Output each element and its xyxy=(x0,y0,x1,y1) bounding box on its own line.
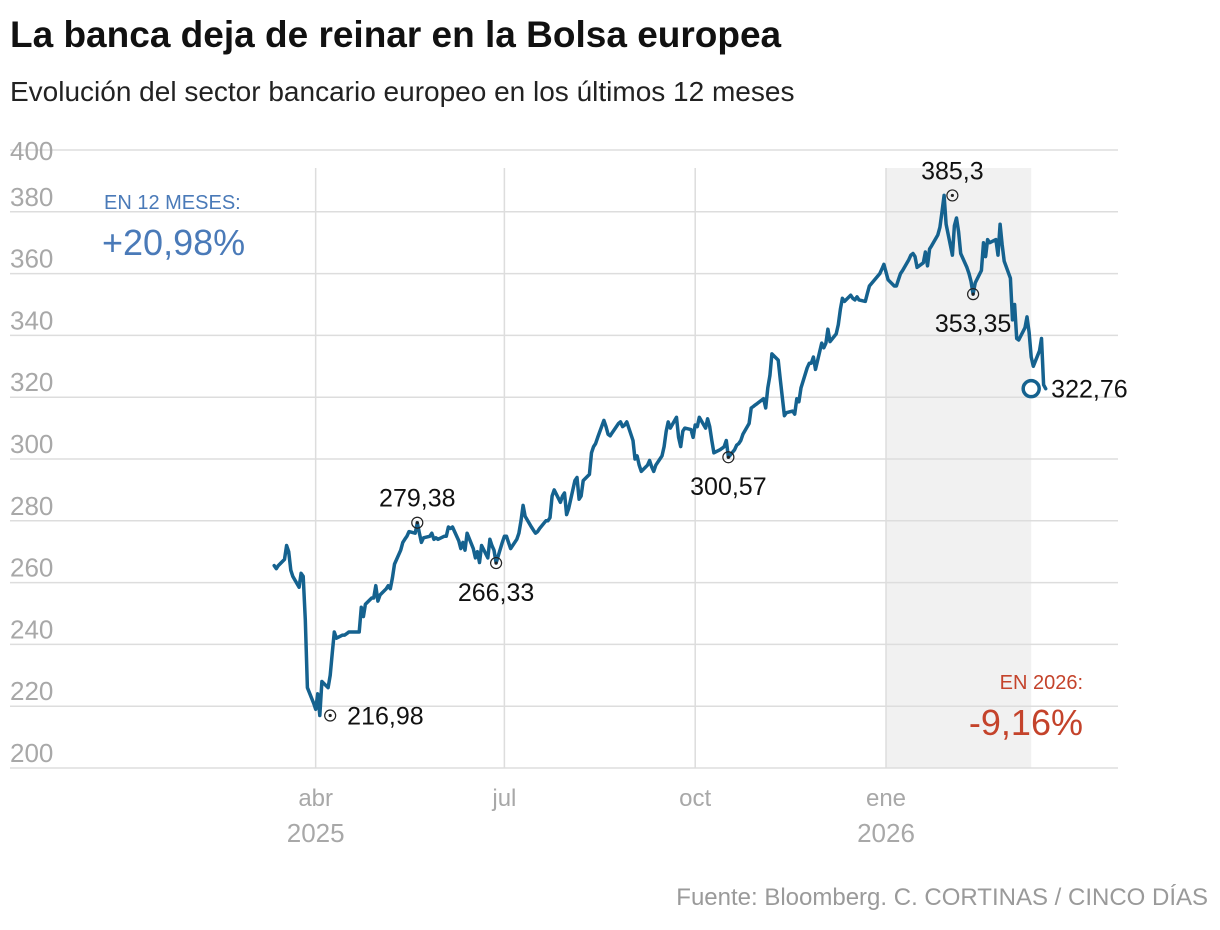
data-label: 279,38 xyxy=(379,485,455,513)
annotation-marker xyxy=(722,451,735,464)
y-tick-label: 320 xyxy=(10,367,53,397)
x-tick-year-label: 2025 xyxy=(287,818,345,848)
change-12-months-label: EN 12 MESES: xyxy=(104,192,241,214)
annotation-marker xyxy=(967,288,980,301)
y-tick-label: 280 xyxy=(10,491,53,521)
y-tick-label: 220 xyxy=(10,676,53,706)
y-tick-label: 400 xyxy=(10,136,53,166)
x-tick-label: oct xyxy=(679,785,711,812)
data-label: 216,98 xyxy=(347,703,423,731)
y-tick-label: 340 xyxy=(10,305,53,335)
y-tick-label: 200 xyxy=(10,738,53,768)
data-label: 353,35 xyxy=(935,310,1011,338)
data-label: 322,76 xyxy=(1051,376,1127,404)
annotation-marker-dot xyxy=(971,292,975,296)
y-tick-label: 360 xyxy=(10,244,53,274)
annotation-marker xyxy=(946,189,959,202)
x-tick-label: ene xyxy=(866,785,906,812)
annotation-marker-dot xyxy=(415,521,419,525)
change-12-months-value: +20,98% xyxy=(102,222,246,263)
annotation-marker-dot xyxy=(950,193,954,198)
x-tick-label: abr xyxy=(298,785,333,812)
endpoint-marker xyxy=(1021,378,1041,399)
data-label: 385,3 xyxy=(921,157,984,185)
chart-title: La banca deja de reinar en la Bolsa euro… xyxy=(10,14,782,55)
annotation-marker xyxy=(411,516,424,529)
annotation-marker xyxy=(324,709,337,722)
index-line xyxy=(272,193,1048,718)
y-tick-label: 240 xyxy=(10,614,53,644)
y-tick-label: 260 xyxy=(10,553,53,583)
change-2026-value: -9,16% xyxy=(968,702,1083,743)
change-2026-label: EN 2026: xyxy=(999,672,1083,694)
data-label: 300,57 xyxy=(690,473,766,501)
chart-subtitle: Evolución del sector bancario europeo en… xyxy=(10,76,795,107)
annotation-marker-dot xyxy=(328,713,332,718)
data-label: 266,33 xyxy=(458,579,534,607)
annotation-marker-dot xyxy=(494,561,498,565)
y-tick-label: 300 xyxy=(10,429,53,459)
annotation-marker xyxy=(489,556,503,570)
source-credit: Fuente: Bloomberg. C. CORTINAS / CINCO D… xyxy=(676,884,1208,911)
y-tick-label: 380 xyxy=(10,182,53,212)
x-tick-label: jul xyxy=(491,785,516,812)
annotation-marker-dot xyxy=(726,455,730,459)
x-tick-year-label: 2026 xyxy=(857,818,915,848)
